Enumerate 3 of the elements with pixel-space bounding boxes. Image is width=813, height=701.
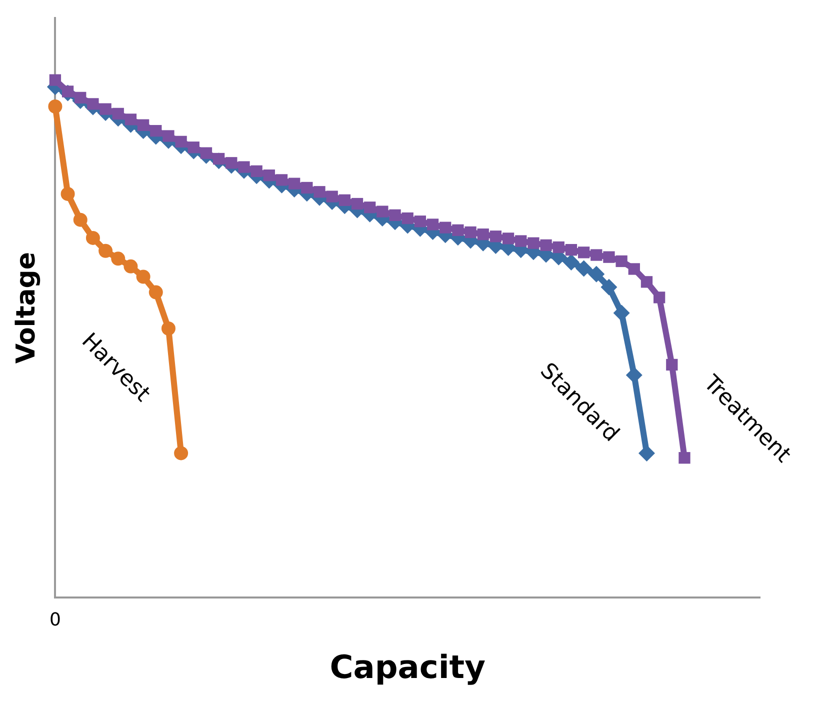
text: 0 xyxy=(49,609,61,630)
y-axis-title: Voltage xyxy=(11,252,42,364)
x-axis-title: Capacity xyxy=(330,648,486,686)
